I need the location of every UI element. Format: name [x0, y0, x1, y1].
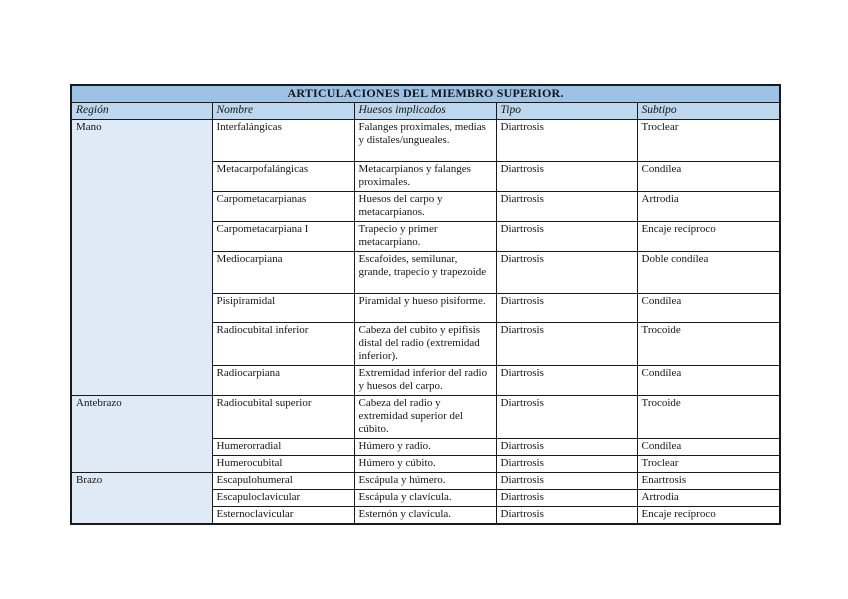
huesos-cell: Extremidad inferior del radio y huesos d…: [353, 365, 497, 396]
subtipo-cell: Condílea: [636, 365, 781, 396]
huesos-cell: Escápula y húmero.: [353, 472, 497, 490]
subtipo-cell: Trocoide: [636, 322, 781, 366]
nombre-cell: Carpometacarpianas: [211, 191, 355, 222]
tipo-cell: Diartrosis: [495, 161, 638, 192]
table-header-row: Región Nombre Huesos implicados Tipo Sub…: [70, 102, 781, 120]
table-body: Mano Interfalángicas Falanges proximales, …: [70, 119, 781, 525]
nombre-cell: Metacarpofalángicas: [211, 161, 355, 192]
tipo-cell: Diartrosis: [495, 489, 638, 507]
subtipo-cell: Condílea: [636, 293, 781, 323]
subtipo-cell: Condílea: [636, 161, 781, 192]
table-title-row: ARTICULACIONES DEL MIEMBRO SUPERIOR.: [70, 84, 781, 103]
subtipo-cell: Artrodia: [636, 489, 781, 507]
nombre-cell: Radiocarpiana: [211, 365, 355, 396]
tipo-cell: Diartrosis: [495, 455, 638, 473]
nombre-cell: Escapuloclavicular: [211, 489, 355, 507]
table-row: Radiocubital inferior Cabeza del cubito y…: [71, 322, 781, 366]
tipo-cell: Diartrosis: [495, 438, 638, 456]
table-row: Humerorradial Húmero y radio. Diartrosis Co…: [71, 438, 781, 456]
tipo-cell: Diartrosis: [495, 322, 638, 366]
subtipo-cell: Doble condílea: [636, 251, 781, 294]
huesos-cell: Trapecio y primer metacarpiano.: [353, 221, 497, 252]
tipo-cell: Diartrosis: [495, 395, 638, 439]
tipo-cell: Diartrosis: [495, 365, 638, 396]
column-header-nombre: Nombre: [211, 102, 355, 120]
table-row: Radiocarpiana Extremidad inferior del rad…: [71, 365, 781, 396]
subtipo-cell: Condílea: [636, 438, 781, 456]
nombre-cell: Pisipiramidal: [211, 293, 355, 323]
tipo-cell: Diartrosis: [495, 221, 638, 252]
huesos-cell: Cabeza del radio y extremidad superior d…: [353, 395, 497, 439]
huesos-cell: Escápula y clavícula.: [353, 489, 497, 507]
huesos-cell: Falanges proximales, medias y distales/u…: [353, 119, 497, 162]
column-header-subtipo: Subtipo: [636, 102, 781, 120]
tipo-cell: Diartrosis: [495, 119, 638, 162]
table-row: Esternoclavicular Esternón y clavícula. Di…: [71, 506, 781, 525]
nombre-cell: Escapulohumeral: [211, 472, 355, 490]
huesos-cell: Escafoides, semilunar, grande, trapecio …: [353, 251, 497, 294]
tipo-cell: Diartrosis: [495, 472, 638, 490]
column-header-huesos: Huesos implicados: [353, 102, 497, 120]
nombre-cell: Humerorradial: [211, 438, 355, 456]
tipo-cell: Diartrosis: [495, 506, 638, 525]
subtipo-cell: Trocoide: [636, 395, 781, 439]
region-cell: Mano: [70, 119, 213, 396]
huesos-cell: Esternón y clavícula.: [353, 506, 497, 525]
huesos-cell: Húmero y cúbito.: [353, 455, 497, 473]
nombre-cell: Esternoclavicular: [211, 506, 355, 525]
table-row: Metacarpofalángicas Metacarpianos y falan…: [71, 161, 781, 192]
table-row: Mano Interfalángicas Falanges proximales, …: [70, 119, 781, 396]
nombre-cell: Radiocubital inferior: [211, 322, 355, 366]
table-row: Brazo Escapulohumeral Escápula y húmero. Di…: [70, 472, 781, 525]
tipo-cell: Diartrosis: [495, 293, 638, 323]
table-title: ARTICULACIONES DEL MIEMBRO SUPERIOR.: [70, 84, 781, 103]
subtipo-cell: Troclear: [636, 119, 781, 162]
table-row: Mediocarpiana Escafoides, semilunar, gran…: [71, 251, 781, 294]
tipo-cell: Diartrosis: [495, 251, 638, 294]
tipo-cell: Diartrosis: [495, 191, 638, 222]
nombre-cell: Carpometacarpiana I: [211, 221, 355, 252]
column-header-tipo: Tipo: [495, 102, 638, 120]
subtipo-cell: Encaje recíproco: [636, 506, 781, 525]
region-cell: Brazo: [70, 472, 213, 525]
joints-table: ARTICULACIONES DEL MIEMBRO SUPERIOR. Reg…: [70, 84, 782, 525]
table-row: Pisipiramidal Piramidal y hueso pisiforme…: [71, 293, 781, 323]
huesos-cell: Húmero y radio.: [353, 438, 497, 456]
table-row: Escapuloclavicular Escápula y clavícula. D…: [71, 489, 781, 507]
column-header-region: Región: [70, 102, 213, 120]
table-row: Antebrazo Radiocubital superior Cabeza del…: [70, 395, 781, 473]
nombre-cell: Radiocubital superior: [211, 395, 355, 439]
subtipo-cell: Artrodia: [636, 191, 781, 222]
huesos-cell: Metacarpianos y falanges proximales.: [353, 161, 497, 192]
nombre-cell: Humerocubital: [211, 455, 355, 473]
nombre-cell: Mediocarpiana: [211, 251, 355, 294]
huesos-cell: Cabeza del cubito y epífisis distal del …: [353, 322, 497, 366]
nombre-cell: Interfalángicas: [211, 119, 355, 162]
subtipo-cell: Encaje recíproco: [636, 221, 781, 252]
region-cell: Antebrazo: [70, 395, 213, 473]
subtipo-cell: Troclear: [636, 455, 781, 473]
huesos-cell: Huesos del carpo y metacarpianos.: [353, 191, 497, 222]
huesos-cell: Piramidal y hueso pisiforme.: [353, 293, 497, 323]
table-row: Carpometacarpiana I Trapecio y primer met…: [71, 221, 781, 252]
table-row: Carpometacarpianas Huesos del carpo y met…: [71, 191, 781, 222]
subtipo-cell: Enartrosis: [636, 472, 781, 490]
